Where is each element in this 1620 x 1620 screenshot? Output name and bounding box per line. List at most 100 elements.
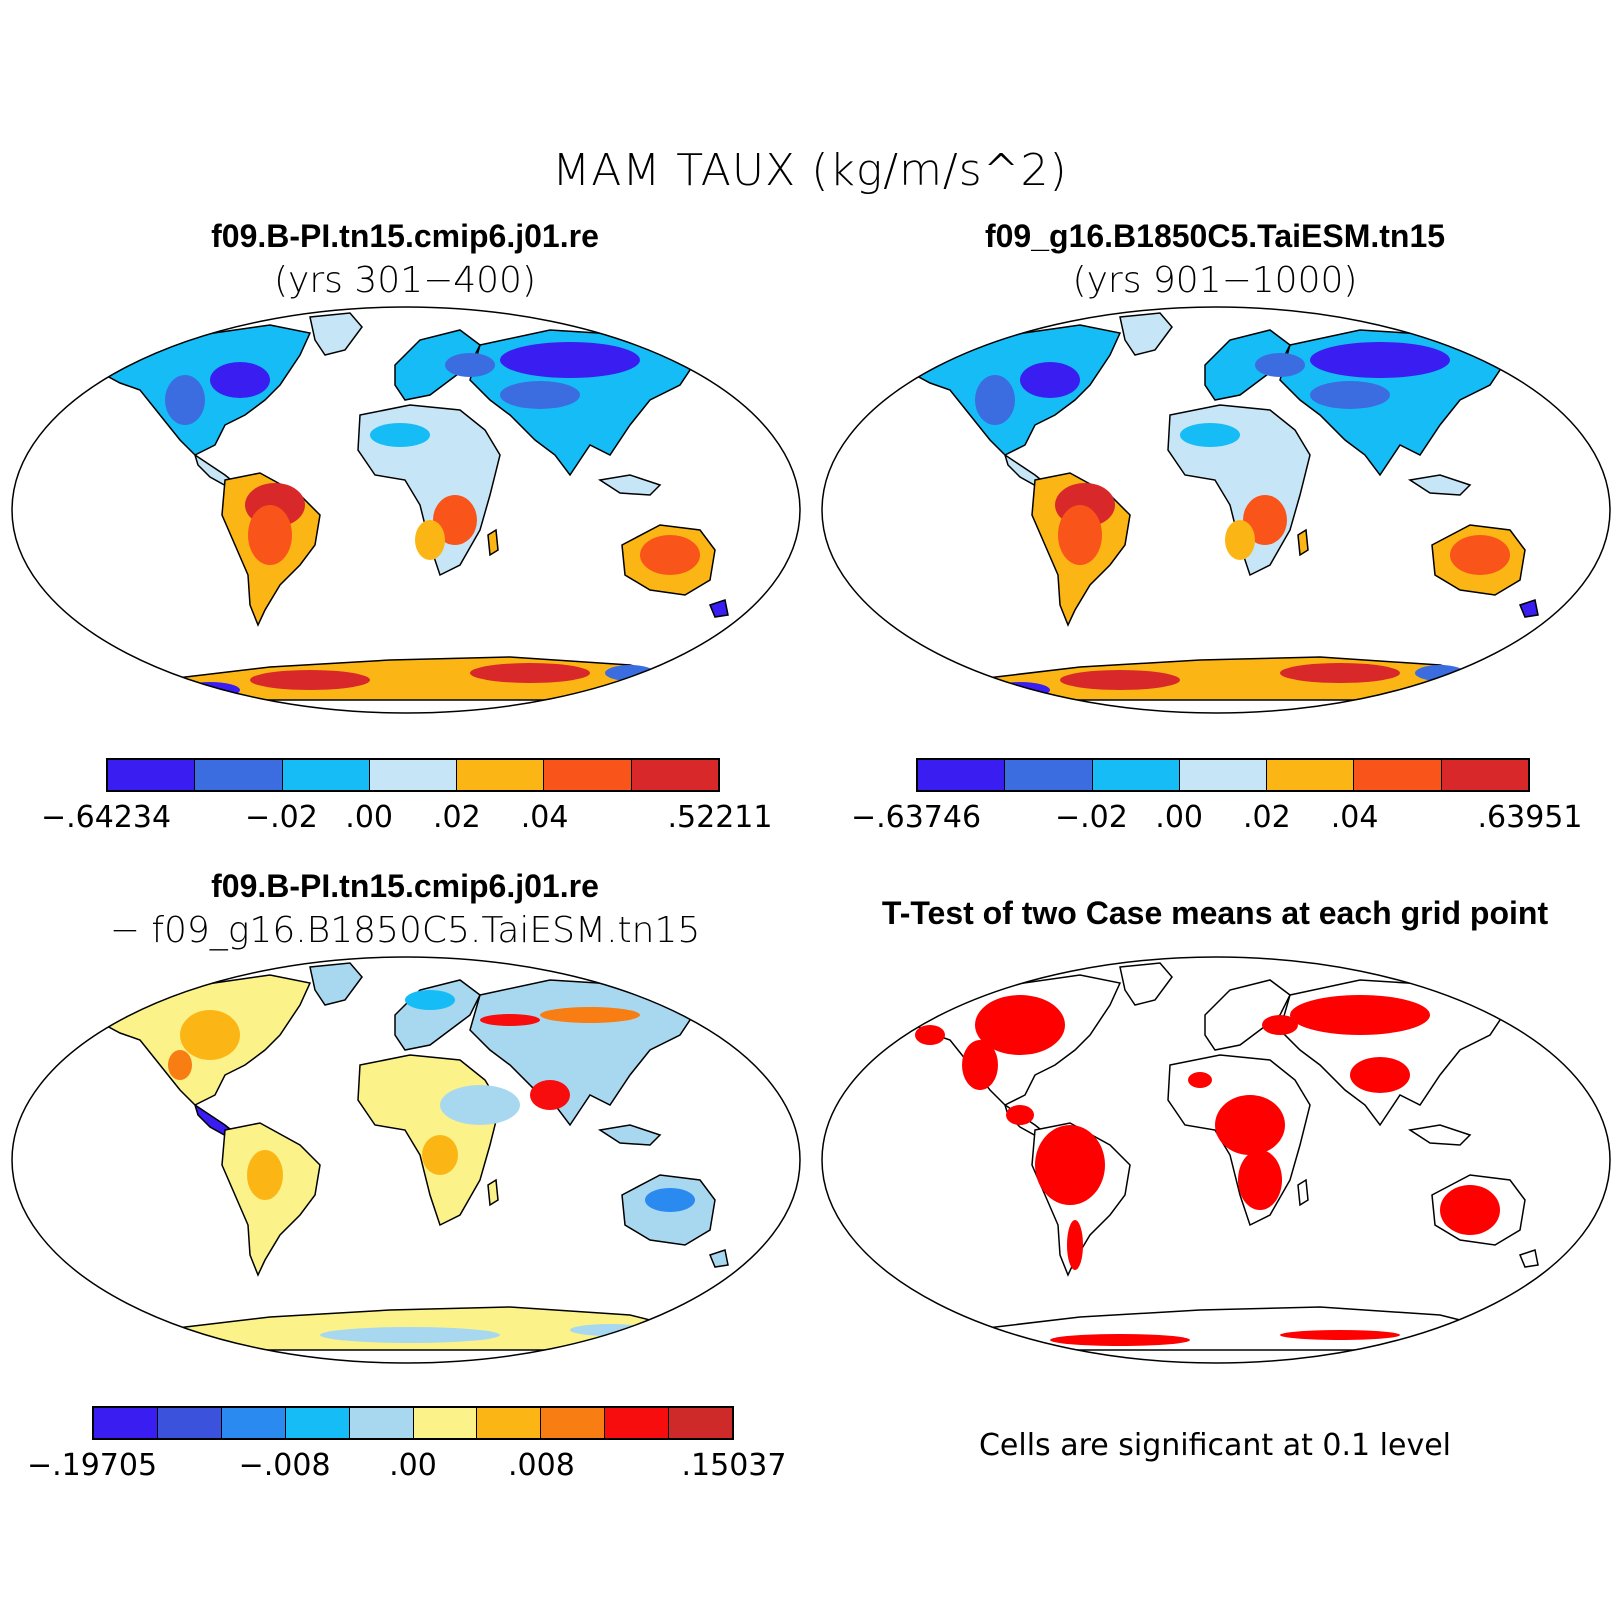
field-patch bbox=[1067, 1220, 1083, 1270]
continent-madagascar bbox=[1297, 1178, 1309, 1207]
field-patch bbox=[422, 1135, 458, 1175]
colorbar-swatch bbox=[1092, 760, 1180, 790]
field-patch bbox=[415, 520, 445, 560]
colorbar-tick-label: −.63746 bbox=[850, 800, 982, 835]
panel-1-colorbar bbox=[106, 758, 720, 792]
field-patch bbox=[1180, 423, 1240, 447]
colorbar-swatch bbox=[282, 760, 370, 790]
figure-title: MAM TAUX (kg/m/s^2) bbox=[552, 145, 1068, 196]
significance-note: Cells are significant at 0.1 level bbox=[978, 1428, 1451, 1463]
map-frame bbox=[11, 306, 801, 714]
panel-1-map bbox=[11, 306, 801, 714]
map-frame bbox=[11, 956, 801, 1364]
field-patch bbox=[1188, 1072, 1212, 1088]
panel-3-map bbox=[11, 956, 801, 1364]
colorbar-swatch bbox=[157, 1408, 222, 1438]
field-patch bbox=[1243, 495, 1287, 545]
colorbar-swatch bbox=[669, 1408, 733, 1438]
field-patch bbox=[165, 375, 205, 425]
colorbar-swatch bbox=[1267, 760, 1355, 790]
map-frame bbox=[821, 306, 1611, 714]
field-patch bbox=[247, 1150, 283, 1200]
colorbar-tick-label: .02 bbox=[1242, 800, 1291, 835]
field-patch bbox=[1290, 995, 1430, 1035]
panel-2-colorbar-ticks: −.63746 −.02 .00 .02 .04 .63951 bbox=[851, 800, 1583, 840]
field-patch bbox=[445, 353, 495, 377]
continent-madagascar bbox=[1297, 528, 1309, 557]
continent-greenland bbox=[1119, 312, 1173, 356]
panel-1-colorbar-ticks: −.64234 −.02 .00 .02 .04 .52211 bbox=[41, 800, 773, 840]
continent-indonesia bbox=[1407, 474, 1472, 496]
field-patch bbox=[1020, 362, 1080, 398]
continent-indonesia bbox=[597, 1124, 662, 1146]
colorbar-swatch bbox=[195, 760, 283, 790]
continent-northAmerica bbox=[103, 324, 312, 456]
map-frame bbox=[821, 956, 1611, 1364]
colorbar-tick-label: .15037 bbox=[681, 1448, 787, 1483]
field-patch bbox=[1006, 1105, 1034, 1125]
colorbar-swatch bbox=[477, 1408, 542, 1438]
colorbar-swatch bbox=[1179, 760, 1268, 790]
colorbar-tick-label: .00 bbox=[345, 800, 393, 835]
panel-1-subtitle: (yrs 301−400) bbox=[274, 260, 536, 301]
colorbar-swatch bbox=[108, 760, 196, 790]
continent-greenland bbox=[309, 312, 363, 356]
field-patch bbox=[500, 381, 580, 409]
colorbar-swatch bbox=[285, 1408, 350, 1438]
field-patch bbox=[1280, 1330, 1400, 1340]
field-patch bbox=[168, 1050, 192, 1080]
colorbar-swatch bbox=[1441, 760, 1528, 790]
panel-2-colorbar bbox=[916, 758, 1530, 792]
field-patch bbox=[975, 995, 1065, 1055]
field-patch bbox=[1350, 1057, 1410, 1093]
colorbar-swatch bbox=[413, 1408, 478, 1438]
colorbar-swatch bbox=[918, 760, 1006, 790]
field-patch bbox=[962, 1040, 998, 1090]
panel-3-title: f09.B-PI.tn15.cmip6.j01.re bbox=[211, 868, 599, 904]
continent-southAmerica bbox=[221, 1122, 321, 1277]
continent-northAmerica bbox=[913, 324, 1122, 456]
field-patch bbox=[1058, 505, 1102, 565]
continent-greenland bbox=[309, 962, 363, 1006]
field-patch bbox=[1310, 381, 1390, 409]
colorbar-tick-label: .008 bbox=[507, 1448, 575, 1483]
colorbar-tick-label: .04 bbox=[520, 800, 569, 835]
panel-3-subtitle: − f09_g16.B1850C5.TaiESM.tn15 bbox=[109, 910, 701, 951]
field-patch bbox=[250, 670, 370, 690]
field-patch bbox=[210, 362, 270, 398]
panel-3-colorbar-ticks: −.19705 −.008 .00 .008 .15037 bbox=[27, 1448, 787, 1488]
colorbar-swatch bbox=[1354, 760, 1442, 790]
colorbar-tick-label: −.02 bbox=[1054, 800, 1128, 835]
panel-4-title: T-Test of two Case means at each grid po… bbox=[881, 895, 1549, 931]
field-patch bbox=[1035, 1125, 1105, 1205]
colorbar-swatch bbox=[631, 760, 718, 790]
field-patch bbox=[180, 682, 240, 698]
field-patch bbox=[440, 1085, 520, 1125]
colorbar-swatch bbox=[541, 1408, 606, 1438]
panel-1-title: f09.B-PI.tn15.cmip6.j01.re bbox=[211, 218, 599, 254]
colorbar-tick-label: .63951 bbox=[1477, 800, 1583, 835]
colorbar-tick-label: .02 bbox=[432, 800, 481, 835]
field-patch bbox=[975, 375, 1015, 425]
colorbar-swatch bbox=[457, 760, 545, 790]
field-patch bbox=[370, 423, 430, 447]
colorbar-tick-label: −.008 bbox=[238, 1448, 331, 1483]
field-patch bbox=[1415, 665, 1465, 681]
field-patch bbox=[433, 495, 477, 545]
colorbar-tick-label: .52211 bbox=[667, 800, 773, 835]
continent-madagascar bbox=[487, 1178, 499, 1207]
continent-europe bbox=[1204, 979, 1291, 1051]
panel-2-subtitle: (yrs 901−1000) bbox=[1072, 260, 1358, 301]
colorbar-tick-label: .00 bbox=[1155, 800, 1203, 835]
colorbar-tick-label: .04 bbox=[1330, 800, 1379, 835]
field-patch bbox=[1262, 1015, 1298, 1035]
field-patch bbox=[180, 1010, 240, 1060]
field-patch bbox=[640, 535, 700, 575]
continent-madagascar bbox=[487, 528, 499, 557]
field-patch bbox=[645, 1188, 695, 1212]
colorbar-swatch bbox=[221, 1408, 286, 1438]
field-patch bbox=[990, 682, 1050, 698]
colorbar-swatch bbox=[1005, 760, 1093, 790]
continent-newZealand bbox=[708, 599, 729, 618]
field-patch bbox=[1255, 353, 1305, 377]
